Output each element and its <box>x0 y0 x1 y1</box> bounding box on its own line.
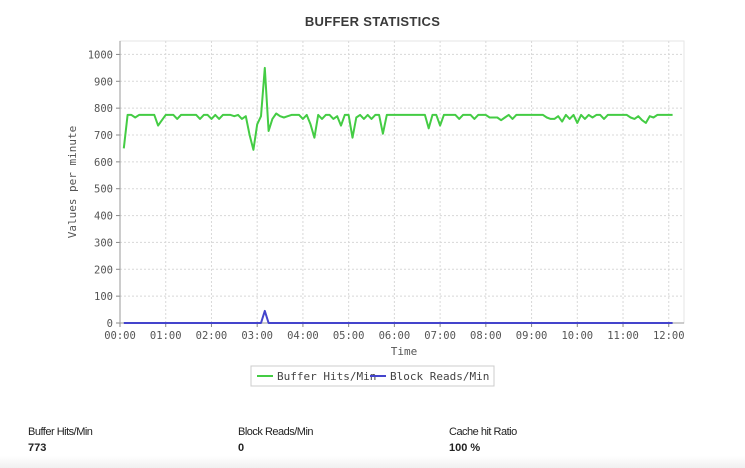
y-tick-label: 0 <box>107 318 113 330</box>
y-tick-label: 900 <box>94 76 113 88</box>
y-tick-label: 200 <box>94 264 113 276</box>
y-tick-label: 100 <box>94 291 113 303</box>
x-tick-label: 12:00 <box>653 330 685 342</box>
x-tick-label: 08:00 <box>470 330 502 342</box>
legend-label-1: Block Reads/Min <box>390 370 489 383</box>
x-tick-label: 00:00 <box>104 330 136 342</box>
plot-area <box>119 40 685 324</box>
y-tick-label: 400 <box>94 211 113 223</box>
series-line-0 <box>122 66 673 151</box>
x-tick-label: 04:00 <box>287 330 319 342</box>
series-line-1 <box>123 309 673 324</box>
x-tick-label: 07:00 <box>424 330 456 342</box>
y-tick-label: 800 <box>94 103 113 115</box>
stat-cache-hit-ratio-value: 100 % <box>449 442 481 454</box>
y-tick-label: 500 <box>94 184 113 196</box>
buffer-statistics-chart: 0 100 200 300 400 500 600 700 800 900 1000 00:00 01:… <box>66 40 685 387</box>
footer-fade <box>0 456 745 468</box>
x-tick-label: 10:00 <box>561 330 593 342</box>
x-axis-title: Time <box>391 345 418 358</box>
x-tick-label: 02:00 <box>196 330 228 342</box>
chart-legend: Buffer Hits/Min Block Reads/Min <box>250 365 495 387</box>
y-axis-title: Values per minute <box>66 126 79 239</box>
x-tick-label: 01:00 <box>150 330 182 342</box>
y-tick-label: 1000 <box>88 49 113 61</box>
stat-buffer-hits: Buffer Hits/Min 773 <box>28 426 93 454</box>
x-tick-label: 06:00 <box>379 330 411 342</box>
stat-block-reads-value: 0 <box>238 442 245 454</box>
stat-block-reads: Block Reads/Min 0 <box>238 426 314 454</box>
x-tick-label: 03:00 <box>241 330 273 342</box>
legend-label-0: Buffer Hits/Min <box>277 370 376 383</box>
y-tick-label: 300 <box>94 237 113 249</box>
stat-buffer-hits-label: Buffer Hits/Min <box>28 426 93 438</box>
stat-block-reads-label: Block Reads/Min <box>238 426 314 438</box>
stat-cache-hit-ratio-label: Cache hit Ratio <box>449 426 517 438</box>
x-tick-label: 11:00 <box>607 330 639 342</box>
y-tick-label: 700 <box>94 130 113 142</box>
chart-title: BUFFER STATISTICS <box>304 14 441 29</box>
x-tick-label: 09:00 <box>516 330 548 342</box>
stat-cache-hit-ratio: Cache hit Ratio 100 % <box>449 426 517 454</box>
y-tick-label: 600 <box>94 157 113 169</box>
x-tick-label: 05:00 <box>333 330 365 342</box>
stat-buffer-hits-value: 773 <box>28 442 47 454</box>
